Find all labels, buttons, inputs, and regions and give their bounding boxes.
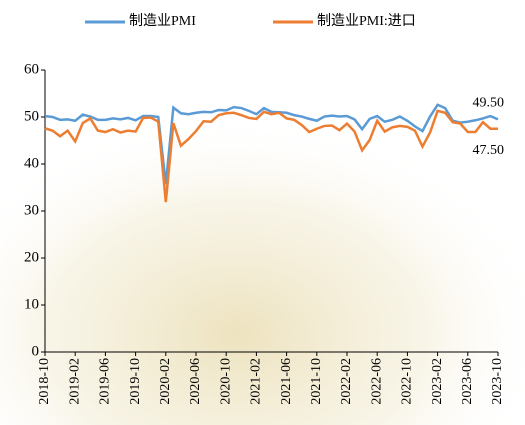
y-tick-label: 30 — [24, 202, 39, 218]
y-tick-label: 20 — [24, 249, 39, 265]
y-tick-label: 50 — [24, 108, 39, 124]
data-label: 47.50 — [473, 143, 505, 158]
x-tick-label: 2021-06 — [279, 358, 294, 405]
x-tick-label: 2021-10 — [309, 358, 324, 405]
x-tick-label: 2023-10 — [490, 358, 505, 405]
x-tick-label: 2022-06 — [369, 358, 384, 405]
x-tick-label: 2019-10 — [128, 358, 143, 405]
x-tick-label: 2019-02 — [67, 358, 82, 405]
data-label: 49.50 — [473, 96, 505, 111]
x-tick-label: 2018-10 — [37, 358, 52, 405]
line-series — [44, 109, 498, 203]
y-tick-label: 0 — [32, 343, 40, 359]
y-tick-label: 40 — [24, 155, 39, 171]
x-tick-label: 2021-02 — [249, 358, 264, 405]
legend-label: 制造业PMI — [129, 13, 196, 29]
x-tick-label: 2023-02 — [430, 358, 445, 405]
x-tick-label: 2019-06 — [98, 358, 113, 405]
line-series — [44, 103, 499, 185]
y-tick-label: 60 — [24, 61, 39, 77]
x-tick-label: 2020-02 — [158, 358, 173, 405]
x-tick-label: 2023-06 — [460, 358, 475, 405]
x-tick-label: 2022-02 — [339, 358, 354, 405]
x-tick-label: 2020-06 — [188, 358, 203, 405]
x-tick-label: 2020-10 — [218, 358, 233, 405]
y-tick-label: 10 — [24, 296, 39, 312]
legend-label: 制造业PMI:进口 — [317, 13, 416, 29]
x-tick-label: 2022-10 — [400, 358, 415, 405]
